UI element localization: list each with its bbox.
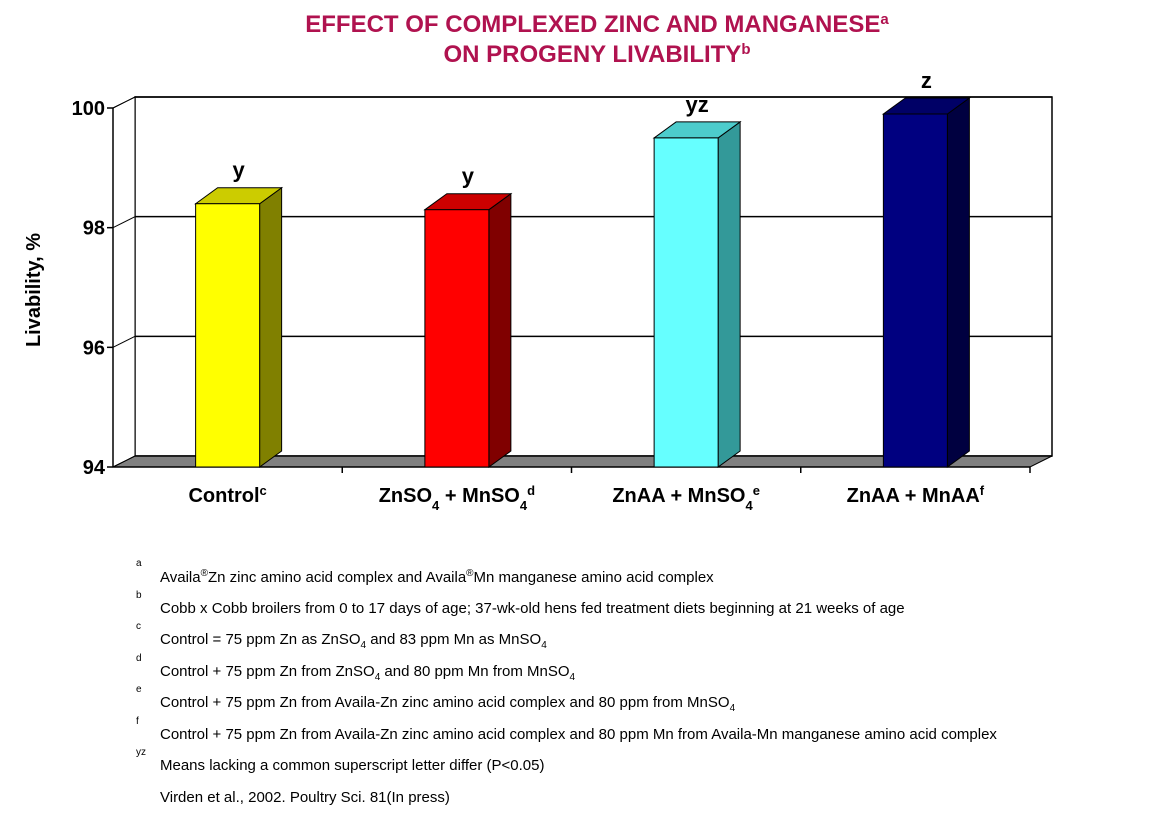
bar (654, 138, 718, 467)
chart-title: ON PROGENY LIVABILITYb (444, 41, 751, 69)
footnote-mark: d (136, 653, 142, 664)
category-name: ZnAA + MnSO4 (612, 485, 753, 513)
title-line: ON PROGENY LIVABILITY (444, 41, 742, 68)
bar-side (489, 194, 511, 467)
title-line: EFFECT OF COMPLEXED ZINC AND MANGANESE (305, 11, 880, 38)
chart: EFFECT OF COMPLEXED ZINC AND MANGANESEaO… (0, 0, 1159, 560)
bar-side (947, 98, 969, 467)
y-tick-label: 96 (83, 337, 105, 359)
category-name: ZnSO4 + MnSO4 (379, 485, 528, 513)
source: Virden et al., 2002. Poultry Sci. 81(In … (160, 789, 450, 806)
significance-label: z (921, 68, 932, 93)
x-tick-label: ZnAA + MnSO4e (612, 483, 760, 513)
bar (425, 210, 489, 467)
significance-label: y (462, 164, 475, 189)
bar-side (260, 188, 282, 467)
footnote-mark: b (136, 590, 142, 601)
footnote-text: Control + 75 ppm Zn from Availa-Zn zinc … (160, 726, 997, 743)
footnote-text: Control + 75 ppm Zn from ZnSO4 and 80 pp… (160, 663, 575, 683)
y-tick-label: 98 (83, 218, 105, 240)
footnote-mark: c (136, 621, 141, 632)
footnote-text: Control = 75 ppm Zn as ZnSO4 and 83 ppm … (160, 631, 547, 651)
bar (196, 204, 260, 467)
bar (883, 114, 947, 467)
category-mark: e (753, 483, 760, 498)
footnote-text: Availa®Zn zinc amino acid complex and Av… (160, 568, 714, 586)
footnote-mark: a (136, 558, 142, 569)
category-mark: d (527, 483, 535, 498)
y-tick-label: 94 (83, 457, 106, 479)
footnote-text: Cobb x Cobb broilers from 0 to 17 days o… (160, 600, 905, 617)
footnote-mark: yz (136, 747, 146, 758)
title-mark: b (741, 41, 750, 58)
category-name: ZnAA + MnAA (847, 485, 980, 507)
x-tick-label: ZnAA + MnAAf (847, 483, 985, 508)
y-tick-label: 100 (72, 98, 105, 120)
x-tick-label: ZnSO4 + MnSO4d (379, 483, 535, 513)
footnote-mark: f (136, 716, 139, 727)
category-mark: c (260, 483, 267, 498)
significance-label: y (233, 158, 246, 183)
category-mark: f (980, 483, 985, 498)
plot-left-wall (113, 97, 135, 467)
source-row: Virden et al., 2002. Poultry Sci. 81(In … (136, 783, 1156, 814)
footnote-text: Control + 75 ppm Zn from Availa-Zn zinc … (160, 694, 735, 714)
footnote-mark: e (136, 684, 142, 695)
footnote-text: Means lacking a common superscript lette… (160, 757, 544, 774)
chart-title: EFFECT OF COMPLEXED ZINC AND MANGANESEa (305, 11, 889, 39)
bar-side (718, 122, 740, 467)
x-tick-label: Controlc (188, 483, 266, 508)
category-name: Control (188, 485, 259, 507)
significance-label: yz (686, 92, 709, 117)
y-axis-label: Livability, % (23, 233, 45, 347)
title-mark: a (880, 11, 889, 28)
